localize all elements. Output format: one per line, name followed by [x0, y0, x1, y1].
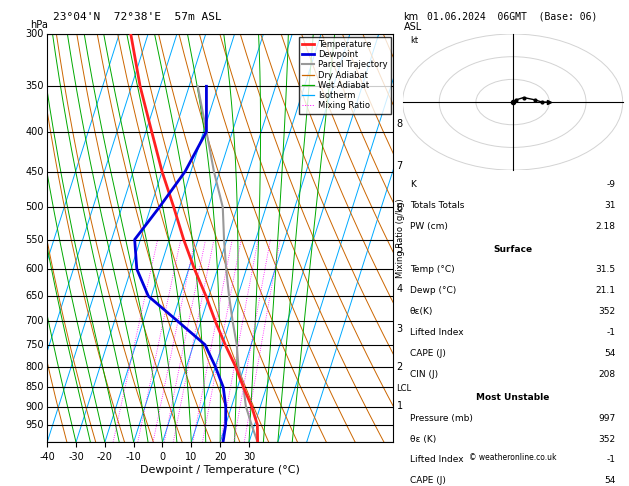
- Legend: Temperature, Dewpoint, Parcel Trajectory, Dry Adiabat, Wet Adiabat, Isotherm, Mi: Temperature, Dewpoint, Parcel Trajectory…: [299, 36, 391, 114]
- Text: 7: 7: [397, 161, 403, 171]
- Text: Most Unstable: Most Unstable: [476, 393, 549, 402]
- Text: 21.1: 21.1: [596, 286, 615, 295]
- Text: 997: 997: [598, 414, 615, 423]
- Text: ASL: ASL: [404, 22, 422, 32]
- Text: 550: 550: [25, 235, 44, 244]
- Text: Temp (°C): Temp (°C): [410, 265, 455, 275]
- Text: 23°04'N  72°38'E  57m ASL: 23°04'N 72°38'E 57m ASL: [53, 12, 222, 22]
- Text: 800: 800: [25, 362, 44, 372]
- Text: 01.06.2024  06GMT  (Base: 06): 01.06.2024 06GMT (Base: 06): [428, 12, 598, 22]
- Text: 31.5: 31.5: [595, 265, 615, 275]
- Text: PW (cm): PW (cm): [410, 222, 448, 231]
- Text: CAPE (J): CAPE (J): [410, 349, 446, 358]
- Text: 850: 850: [25, 382, 44, 392]
- Text: θε (K): θε (K): [410, 434, 436, 444]
- Text: 300: 300: [25, 29, 44, 39]
- Text: kt: kt: [410, 36, 418, 45]
- X-axis label: Dewpoint / Temperature (°C): Dewpoint / Temperature (°C): [140, 465, 300, 475]
- Text: 900: 900: [25, 401, 44, 412]
- Text: 350: 350: [25, 81, 44, 91]
- Text: 1: 1: [397, 401, 403, 411]
- Text: Lifted Index: Lifted Index: [410, 455, 464, 465]
- Text: 352: 352: [598, 307, 615, 316]
- Text: 352: 352: [598, 434, 615, 444]
- Text: 6: 6: [397, 203, 403, 213]
- Text: km: km: [404, 12, 419, 22]
- Text: -1: -1: [606, 328, 615, 337]
- Text: © weatheronline.co.uk: © weatheronline.co.uk: [469, 452, 557, 462]
- Text: 650: 650: [25, 291, 44, 301]
- Text: K: K: [410, 180, 416, 189]
- Text: -9: -9: [606, 180, 615, 189]
- Text: 950: 950: [25, 420, 44, 430]
- Text: 54: 54: [604, 349, 615, 358]
- Text: 208: 208: [598, 370, 615, 379]
- Text: 750: 750: [25, 340, 44, 350]
- Text: 2.18: 2.18: [596, 222, 615, 231]
- Text: Pressure (mb): Pressure (mb): [410, 414, 473, 423]
- Text: Dewp (°C): Dewp (°C): [410, 286, 456, 295]
- Text: 450: 450: [25, 167, 44, 176]
- Text: CIN (J): CIN (J): [410, 370, 438, 379]
- Text: Surface: Surface: [493, 244, 532, 254]
- Text: θε(K): θε(K): [410, 307, 433, 316]
- Text: -1: -1: [606, 455, 615, 465]
- Text: 400: 400: [25, 126, 44, 137]
- Text: 8: 8: [397, 119, 403, 129]
- Text: 3: 3: [397, 324, 403, 333]
- Text: 500: 500: [25, 202, 44, 212]
- Text: Mixing Ratio (g/kg): Mixing Ratio (g/kg): [396, 198, 405, 278]
- Text: 5: 5: [397, 243, 403, 254]
- Text: 700: 700: [25, 316, 44, 326]
- Text: LCL: LCL: [397, 384, 412, 393]
- Text: hPa: hPa: [30, 20, 48, 30]
- Text: 31: 31: [604, 201, 615, 210]
- Text: 4: 4: [397, 284, 403, 294]
- Text: 600: 600: [25, 264, 44, 274]
- Text: Lifted Index: Lifted Index: [410, 328, 464, 337]
- Text: 54: 54: [604, 476, 615, 486]
- Text: 2: 2: [397, 363, 403, 372]
- Text: Totals Totals: Totals Totals: [410, 201, 464, 210]
- Text: CAPE (J): CAPE (J): [410, 476, 446, 486]
